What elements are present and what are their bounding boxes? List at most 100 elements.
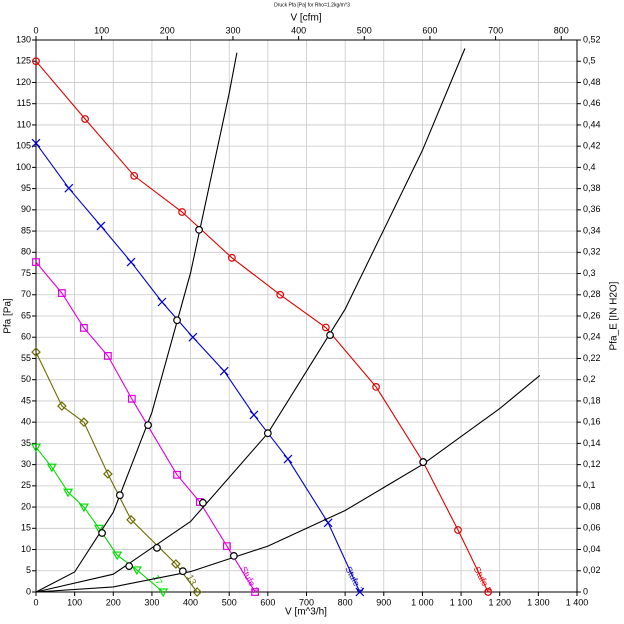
x-tick-label: 1 100: [450, 597, 473, 607]
marker: [321, 323, 330, 332]
y2-tick-label: 0,3: [583, 268, 596, 278]
y2-tick-label: 0,5: [583, 56, 596, 66]
series-line: [35, 374, 541, 593]
y-tick-label: 0: [26, 586, 31, 596]
chart-title: Druck Pfa [Pa] for Rho=1.2kg/m^3: [274, 2, 350, 8]
series-label: 17: [151, 573, 165, 587]
marker: [93, 524, 105, 534]
marker: [195, 225, 203, 234]
marker: [81, 115, 89, 123]
y-tick-label: 40: [21, 417, 31, 427]
series-line: [35, 446, 164, 593]
marker: [144, 421, 152, 430]
y2-tick-label: 0,08: [583, 501, 601, 511]
y2-tick-label: 0,38: [583, 183, 601, 193]
x2-tick-label: 100: [94, 25, 109, 35]
marker: [158, 588, 169, 598]
marker: [46, 463, 57, 473]
y-axis-label: Pfa [Pa]: [3, 298, 14, 334]
y-tick-label: 15: [21, 523, 31, 533]
marker: [31, 138, 41, 148]
series-label: Stufe 2: [239, 565, 261, 595]
series-label: 13: [185, 573, 199, 587]
y-tick-label: 75: [21, 268, 31, 278]
x-tick-label: 900: [376, 597, 391, 607]
x-tick-label: 600: [260, 597, 275, 607]
y-tick-label: 55: [21, 353, 31, 363]
marker: [57, 289, 66, 297]
x2-tick-label: 400: [291, 25, 306, 35]
marker: [125, 562, 134, 570]
y-tick-label: 85: [21, 225, 31, 235]
marker: [228, 253, 236, 262]
marker: [283, 454, 293, 464]
marker: [112, 551, 123, 561]
marker: [249, 410, 259, 420]
marker: [372, 383, 380, 391]
x2-tick-label: 500: [357, 25, 372, 35]
y2-tick-label: 0,12: [583, 459, 601, 469]
y2-tick-label: 0,1: [583, 480, 596, 490]
x-tick-label: 400: [183, 597, 198, 607]
x2-tick-label: 800: [554, 25, 569, 35]
y-tick-label: 125: [16, 56, 31, 66]
marker: [131, 566, 142, 576]
marker: [30, 443, 42, 453]
series-label: Stufe 5: [472, 565, 494, 595]
marker: [32, 258, 40, 266]
marker: [31, 347, 41, 357]
y2-tick-label: 0,34: [583, 225, 601, 235]
marker: [326, 331, 334, 340]
marker: [64, 183, 74, 193]
y-tick-label: 115: [17, 98, 31, 108]
y-tick-label: 45: [21, 395, 31, 405]
x2-axis-label: V [cfm]: [290, 13, 321, 24]
x-tick-label: 1 400: [566, 597, 589, 607]
marker: [276, 290, 285, 299]
x-tick-label: 300: [144, 597, 159, 607]
marker: [153, 543, 161, 552]
y2-tick-label: 0,4: [583, 162, 596, 172]
x-tick-label: 200: [106, 597, 121, 607]
marker: [103, 352, 112, 360]
y2-tick-label: 0,04: [583, 544, 601, 554]
x2-tick-label: 200: [160, 25, 175, 35]
marker: [130, 171, 139, 180]
y2-tick-label: 0,48: [583, 77, 601, 87]
y2-tick-label: 0,26: [583, 310, 601, 320]
x2-tick-label: 600: [422, 25, 437, 35]
marker: [80, 323, 88, 332]
y2-tick-label: 0,2: [583, 374, 596, 384]
marker: [251, 588, 260, 596]
x-tick-label: 500: [222, 597, 237, 607]
y-tick-label: 95: [21, 183, 31, 193]
x-tick-label: 100: [67, 597, 82, 607]
y2-tick-label: 0,36: [583, 204, 601, 214]
y2-tick-label: 0,22: [583, 353, 601, 363]
y2-tick-label: 0: [583, 586, 588, 596]
y2-axis-label: Pfa_E [IN H2O]: [609, 281, 620, 350]
y2-tick-label: 0,42: [583, 141, 601, 151]
marker: [178, 208, 186, 216]
marker: [171, 559, 181, 569]
marker: [219, 366, 229, 376]
y-tick-label: 65: [21, 310, 31, 320]
marker: [127, 394, 136, 403]
marker: [32, 57, 40, 66]
y-tick-label: 100: [16, 162, 31, 172]
y-tick-label: 130: [16, 34, 31, 44]
y2-tick-label: 0,16: [583, 417, 601, 427]
y-tick-label: 10: [21, 544, 31, 554]
marker: [355, 587, 365, 597]
x2-tick-label: 0: [33, 25, 38, 35]
marker: [222, 542, 231, 551]
marker: [484, 588, 493, 596]
marker: [173, 316, 181, 325]
y-tick-label: 110: [17, 119, 31, 129]
series-line: [35, 48, 466, 593]
y-tick-label: 5: [26, 565, 31, 575]
marker: [192, 587, 202, 597]
y-tick-label: 90: [21, 204, 31, 214]
marker: [115, 491, 124, 500]
